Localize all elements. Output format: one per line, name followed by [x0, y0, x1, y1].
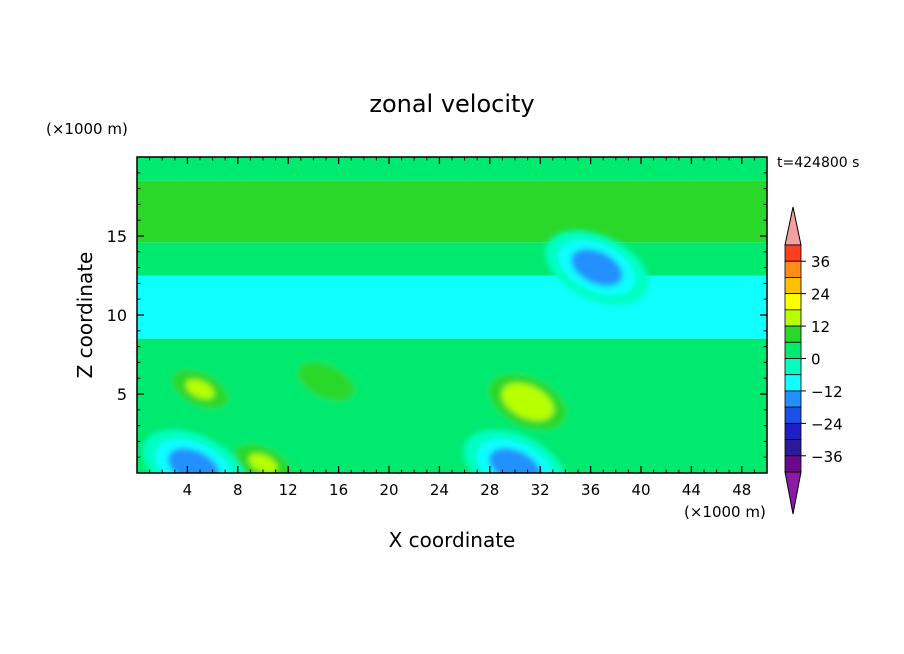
field-blob — [502, 457, 528, 473]
x-axis-title: X coordinate — [389, 528, 516, 552]
x-tick-label: 36 — [581, 481, 600, 499]
colorbar-tick-label: −36 — [811, 448, 843, 466]
colorbar-swatch — [784, 260, 802, 278]
chart-title: zonal velocity — [369, 90, 534, 118]
colorbar-tick-label: 12 — [811, 318, 830, 336]
x-tick-label: 16 — [329, 481, 348, 499]
y-unit-label: (×1000 m) — [46, 120, 128, 138]
colorbar-tick-label: −24 — [811, 415, 843, 433]
y-tick-label: 5 — [117, 385, 127, 404]
y-axis-title: Z coordinate — [73, 252, 97, 379]
field-blob — [583, 258, 610, 277]
x-tick-label: 4 — [183, 481, 193, 499]
x-tick-label: 32 — [531, 481, 550, 499]
x-unit-label: (×1000 m) — [684, 503, 766, 521]
colorbar-over-arrow — [784, 206, 802, 246]
colorbar-swatch — [784, 455, 802, 473]
x-tick-label: 48 — [732, 481, 751, 499]
colorbar-tick-label: 0 — [811, 351, 821, 369]
field-blob — [514, 392, 541, 412]
colorbar-swatch — [784, 406, 802, 424]
field-blob — [248, 453, 278, 473]
colorbar-swatch — [784, 341, 802, 359]
colorbar-tick-label: 24 — [811, 286, 830, 304]
colorbar-swatch — [784, 293, 802, 311]
y-tick-label: 15 — [107, 227, 127, 246]
field-band — [137, 157, 767, 181]
x-tick-label: 8 — [233, 481, 243, 499]
colorbar-swatch — [784, 244, 802, 262]
field-band — [137, 242, 767, 276]
time-label: t=424800 s — [777, 155, 859, 171]
x-tick-label: 12 — [279, 481, 298, 499]
colorbar-swatch — [784, 422, 802, 440]
x-tick-label: 20 — [379, 481, 398, 499]
colorbar-under-arrow — [784, 471, 802, 515]
colorbar-swatch — [784, 358, 802, 376]
colorbar-swatch — [784, 309, 802, 327]
contour-field — [137, 157, 767, 473]
colorbar-swatch — [784, 374, 802, 392]
x-tick-label: 40 — [631, 481, 650, 499]
x-tick-label: 44 — [682, 481, 701, 499]
colorbar: 36 24 12 0 −12 −24 −36 — [784, 206, 843, 515]
field-blob — [311, 371, 341, 391]
colorbar-swatch — [784, 325, 802, 343]
y-tick-label: 10 — [107, 306, 127, 325]
field-blob — [185, 379, 215, 399]
colorbar-swatch — [784, 390, 802, 408]
colorbar-swatch — [784, 277, 802, 295]
colorbar-tick-label: −12 — [811, 383, 843, 401]
x-tick-label: 24 — [430, 481, 449, 499]
x-tick-label: 28 — [480, 481, 499, 499]
field-band — [137, 180, 767, 243]
colorbar-tick-label: 36 — [811, 253, 830, 271]
colorbar-swatch — [784, 439, 802, 457]
field-band — [137, 275, 767, 339]
